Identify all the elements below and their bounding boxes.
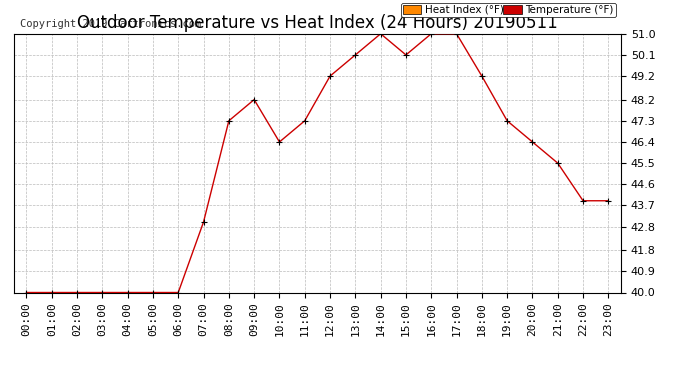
Title: Outdoor Temperature vs Heat Index (24 Hours) 20190511: Outdoor Temperature vs Heat Index (24 Ho… (77, 14, 558, 32)
Text: Copyright 2019 Cartronics.com: Copyright 2019 Cartronics.com (20, 19, 201, 28)
Legend: Heat Index (°F), Temperature (°F): Heat Index (°F), Temperature (°F) (401, 3, 615, 17)
